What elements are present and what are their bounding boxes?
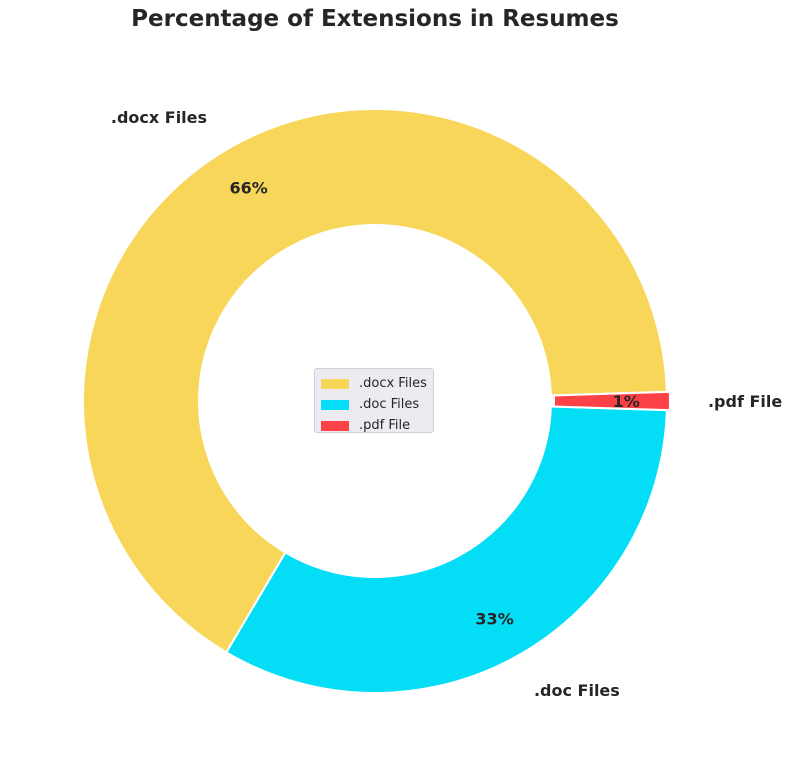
slice-percent-label: 33%	[475, 609, 513, 628]
legend-label: .doc Files	[359, 397, 420, 412]
chart-title: Percentage of Extensions in Resumes	[131, 6, 619, 32]
legend-item: .doc Files	[321, 394, 427, 415]
legend: .docx Files .doc Files .pdf File	[314, 368, 434, 433]
labels-layer: .docx Files 66% .doc Files 33% .pdf File 1%	[111, 108, 783, 700]
slices-layer	[82, 108, 672, 694]
slice-name-label: .doc Files	[534, 681, 620, 700]
slice-percent-label: 66%	[230, 178, 268, 197]
legend-swatch	[321, 378, 349, 389]
legend-item: .pdf File	[321, 415, 427, 436]
slice-name-label: .docx Files	[111, 108, 207, 127]
legend-label: .pdf File	[359, 418, 411, 433]
slice-docxfiles	[82, 108, 668, 654]
slice-docfiles	[224, 405, 668, 694]
legend-item: .docx Files	[321, 373, 427, 394]
legend-swatch	[321, 399, 349, 410]
legend-swatch	[321, 420, 349, 431]
slice-pdffile	[552, 390, 672, 412]
slice-name-label: .pdf File	[708, 392, 782, 411]
slice-percent-label: 1%	[613, 392, 640, 411]
legend-label: .docx Files	[359, 376, 427, 391]
